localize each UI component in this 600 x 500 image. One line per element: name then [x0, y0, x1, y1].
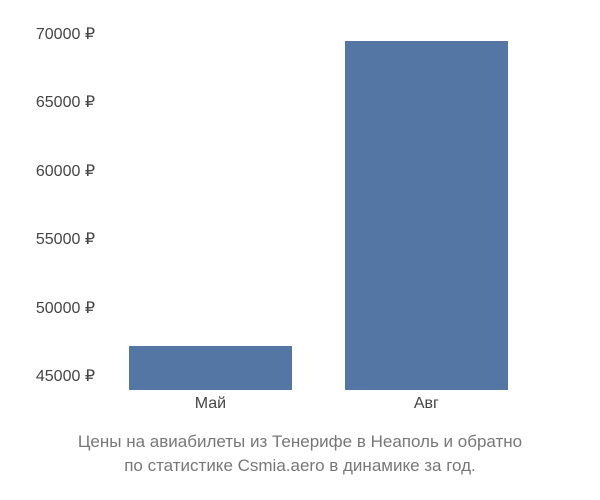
y-tick-label: 50000 ₽ — [0, 298, 95, 318]
caption-line-2: по статистике Csmia.aero в динамике за г… — [124, 456, 476, 475]
x-tick-label: Май — [195, 395, 226, 413]
y-tick-label: 55000 ₽ — [0, 229, 95, 249]
x-tick-label: Авг — [414, 395, 439, 413]
y-tick-label: 70000 ₽ — [0, 24, 95, 44]
price-chart: 45000 ₽ 50000 ₽ 55000 ₽ 60000 ₽ 65000 ₽ 70000… — [0, 10, 600, 430]
bar — [345, 41, 508, 390]
chart-caption: Цены на авиабилеты из Тенерифе в Неаполь… — [0, 430, 600, 478]
bar — [129, 346, 292, 390]
y-tick-label: 45000 ₽ — [0, 366, 95, 386]
plot-area — [100, 20, 580, 390]
y-tick-label: 65000 ₽ — [0, 92, 95, 112]
x-axis: Май Авг — [100, 395, 580, 425]
caption-line-1: Цены на авиабилеты из Тенерифе в Неаполь… — [78, 432, 522, 451]
y-tick-label: 60000 ₽ — [0, 161, 95, 181]
y-axis: 45000 ₽ 50000 ₽ 55000 ₽ 60000 ₽ 65000 ₽ 70000… — [0, 20, 95, 390]
